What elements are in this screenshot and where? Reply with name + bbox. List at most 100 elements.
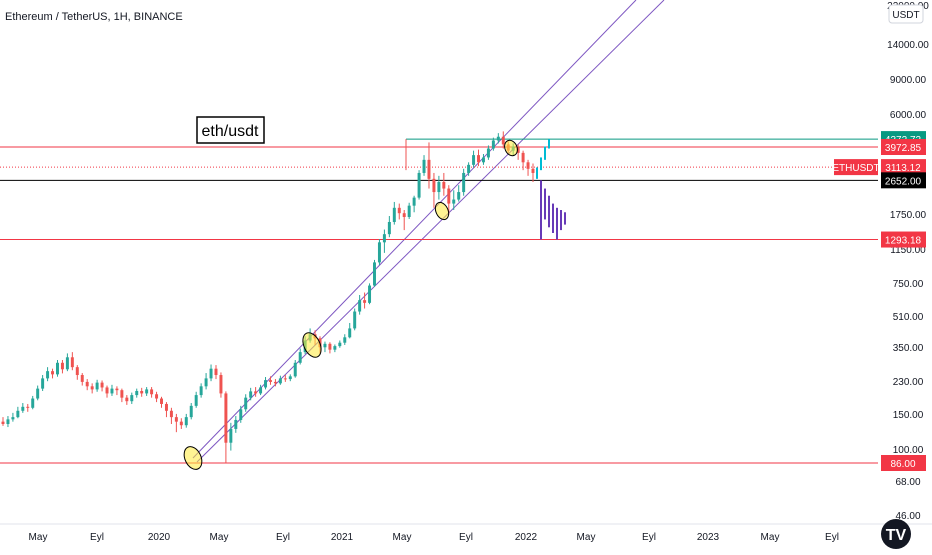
candle — [531, 168, 535, 173]
candle — [293, 362, 297, 377]
candle — [427, 159, 431, 179]
price-axis-tick: 9000.00 — [890, 75, 927, 86]
candle — [268, 380, 272, 382]
highlight-ellipse-3[interactable] — [502, 138, 520, 158]
candle — [164, 403, 168, 411]
candle — [214, 368, 218, 376]
candle — [184, 417, 188, 426]
candle — [442, 181, 446, 189]
candle — [95, 382, 99, 390]
candle — [135, 390, 139, 396]
price-badge-1[interactable] — [881, 139, 926, 155]
highlight-ellipse-0[interactable] — [181, 444, 206, 473]
price-axis-tick: 150.00 — [893, 410, 924, 421]
candle — [462, 172, 466, 193]
projection-down-bar — [556, 207, 558, 240]
candle — [199, 386, 203, 396]
candle — [36, 388, 40, 399]
candle — [457, 192, 461, 200]
last-price-label: 3113.12 — [885, 163, 921, 174]
price-badge-3[interactable] — [881, 172, 926, 189]
currency-button[interactable]: USDT — [888, 4, 924, 24]
candle — [179, 421, 183, 426]
price-axis-tick: 350.00 — [893, 343, 924, 354]
highlight-ellipse-1[interactable] — [299, 330, 324, 360]
candle — [140, 390, 144, 394]
candle — [160, 398, 163, 404]
candle — [60, 362, 64, 370]
candle — [283, 378, 287, 380]
candle — [70, 357, 74, 368]
candle — [392, 207, 396, 222]
time-axis-tick: May — [210, 532, 229, 543]
price-badge-label-1: 3972.85 — [885, 143, 922, 154]
price-axis-tick: 510.00 — [893, 312, 924, 323]
candle — [323, 343, 327, 348]
candle — [125, 397, 129, 402]
candle — [516, 146, 520, 153]
candle — [234, 419, 238, 429]
candle — [328, 343, 332, 350]
price-axis-tick: 230.00 — [893, 377, 924, 388]
candle — [46, 371, 50, 379]
projection-up-bar — [548, 139, 550, 149]
candle — [105, 387, 109, 394]
projection-down-bar — [552, 203, 554, 233]
candle — [85, 381, 89, 387]
tradingview-logo[interactable]: TV — [881, 519, 911, 549]
candle — [407, 205, 411, 217]
candle — [333, 346, 337, 350]
candle — [110, 388, 114, 394]
candle — [486, 148, 490, 158]
candle — [169, 410, 173, 418]
projection-up-bar — [544, 146, 546, 160]
trendline-2[interactable] — [196, 0, 665, 463]
candle — [467, 164, 471, 173]
candle — [437, 181, 441, 193]
annotation-box[interactable] — [196, 116, 265, 144]
candle — [348, 328, 352, 338]
projection-down-bar — [544, 188, 546, 220]
candle — [194, 395, 198, 406]
trendlines — [192, 0, 665, 463]
symbol-badge[interactable] — [834, 159, 878, 176]
projection-down-bar — [560, 210, 562, 231]
price-axis-tick: 46.00 — [895, 511, 920, 522]
candle — [288, 376, 292, 380]
candle — [31, 398, 35, 408]
candle — [75, 367, 79, 376]
candle — [56, 362, 59, 375]
price-axis-tick: 1750.00 — [890, 210, 927, 221]
price-level-lines — [0, 138, 878, 464]
candle — [115, 388, 119, 391]
candle — [259, 387, 263, 394]
candle — [298, 352, 302, 363]
time-axis-tick: 2023 — [697, 532, 720, 543]
projection-down-bar — [548, 195, 550, 228]
price-badge-4[interactable] — [881, 231, 926, 248]
time-axis: May Eyl 2020 May Eyl 2021 May Eyl 2022 May Eyl 2023… — [0, 523, 932, 543]
highlight-ellipse-2[interactable] — [433, 200, 451, 221]
candle — [447, 188, 451, 204]
symbol-badge-label: ETHUSDT — [832, 163, 879, 174]
time-axis-tick: Eyl — [825, 532, 839, 543]
candle — [501, 136, 505, 145]
candle — [204, 378, 208, 387]
candle — [11, 417, 15, 420]
candle — [219, 375, 223, 394]
price-badge-label-5: 86.00 — [890, 459, 915, 470]
candle — [130, 395, 134, 402]
price-badge-5[interactable] — [881, 455, 926, 471]
candle — [521, 152, 525, 163]
time-axis-tick: 2021 — [331, 532, 354, 543]
price-axis: 22000.0014000.009000.006000.001750.00115… — [887, 1, 929, 522]
candle — [422, 159, 426, 173]
candle — [174, 417, 178, 422]
candle — [150, 389, 154, 395]
candle — [491, 140, 495, 149]
tradingview-logo-icon: TV — [886, 527, 907, 544]
time-axis-tick: May — [29, 532, 48, 543]
